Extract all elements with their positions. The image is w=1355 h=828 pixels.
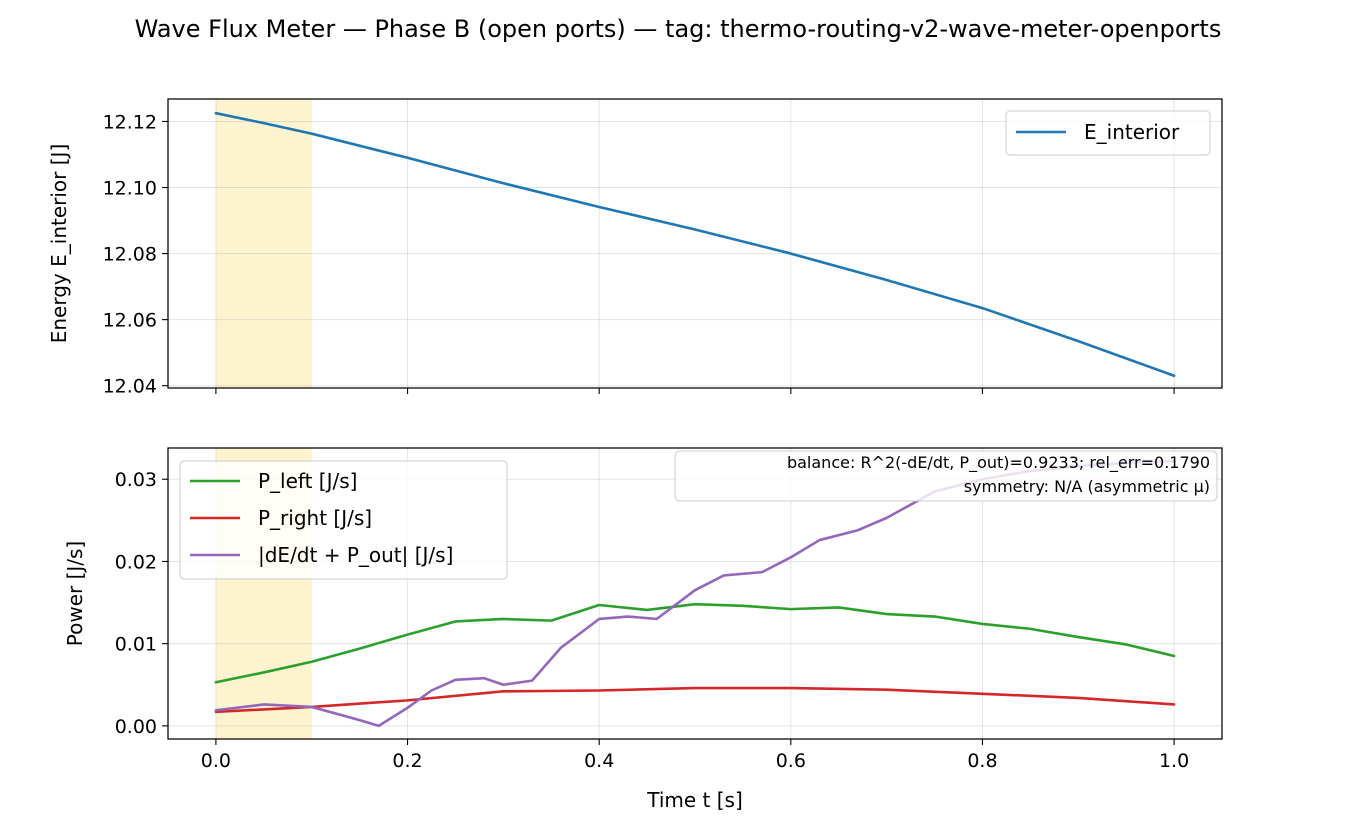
annotation-box: balance: R^2(-dE/dt, P_out)=0.9233; rel_… [674, 450, 1218, 502]
y-tick-label: 12.06 [103, 310, 157, 332]
energy-panel: 12.04 12.06 12.08 12.10 12.12 Energy E_interi… [47, 98, 1223, 398]
shaded-region [215, 99, 312, 388]
legend-label-2: |dE/dt + P_out| [J/s] [258, 543, 453, 567]
x-tick-label: 1.0 [1159, 750, 1189, 772]
figure-title: Wave Flux Meter — Phase B (open ports) —… [135, 15, 1222, 43]
legend-label-0: P_left [J/s] [258, 469, 357, 493]
x-tick-label: 0.4 [584, 750, 614, 772]
y-tick-label: 0.02 [115, 551, 157, 573]
series-line-0 [214, 111, 1176, 378]
annotation-frame [674, 450, 1218, 502]
legend-frame [1005, 110, 1211, 156]
legend-label-1: P_right [J/s] [258, 506, 372, 530]
series-line-0 [214, 602, 1176, 684]
legend: P_left [J/s] P_right [J/s] |dE/dt + P_out|… [179, 460, 508, 580]
x-axis-label: Time t [s] [646, 788, 743, 812]
x-tick-label: 0.8 [967, 750, 997, 772]
y-tick-label: 0.01 [115, 634, 157, 656]
annotation-line-0: balance: R^2(-dE/dt, P_out)=0.9233; rel_… [787, 453, 1210, 473]
x-tick-label: 0.2 [392, 750, 422, 772]
y-tick-label: 12.04 [103, 376, 157, 398]
x-tick-label: 0.6 [776, 750, 806, 772]
y-tick-label: 0.03 [115, 469, 157, 491]
y-tick-label: 12.12 [103, 111, 157, 133]
axes-frame [167, 447, 1223, 740]
y-tick-label: 12.10 [103, 178, 157, 200]
axes-frame [167, 98, 1223, 389]
y-axis-label: Power [J/s] [63, 541, 87, 647]
y-tick-label: 12.08 [103, 244, 157, 266]
legend: E_interior [1005, 110, 1211, 156]
annotation-line-1: symmetry: N/A (asymmetric μ) [964, 477, 1210, 496]
x-tick-label: 0.0 [201, 750, 231, 772]
legend-frame [179, 460, 508, 580]
power-panel: 0.0 0.2 0.4 0.6 0.8 1.0 0.00 0.01 0.02 0.03 Power … [63, 447, 1223, 812]
y-tick-label: 0.00 [115, 716, 157, 738]
legend-label-0: E_interior [1084, 120, 1180, 144]
series-line-1 [214, 686, 1176, 714]
y-axis-label: Energy E_interior [J] [47, 144, 71, 344]
